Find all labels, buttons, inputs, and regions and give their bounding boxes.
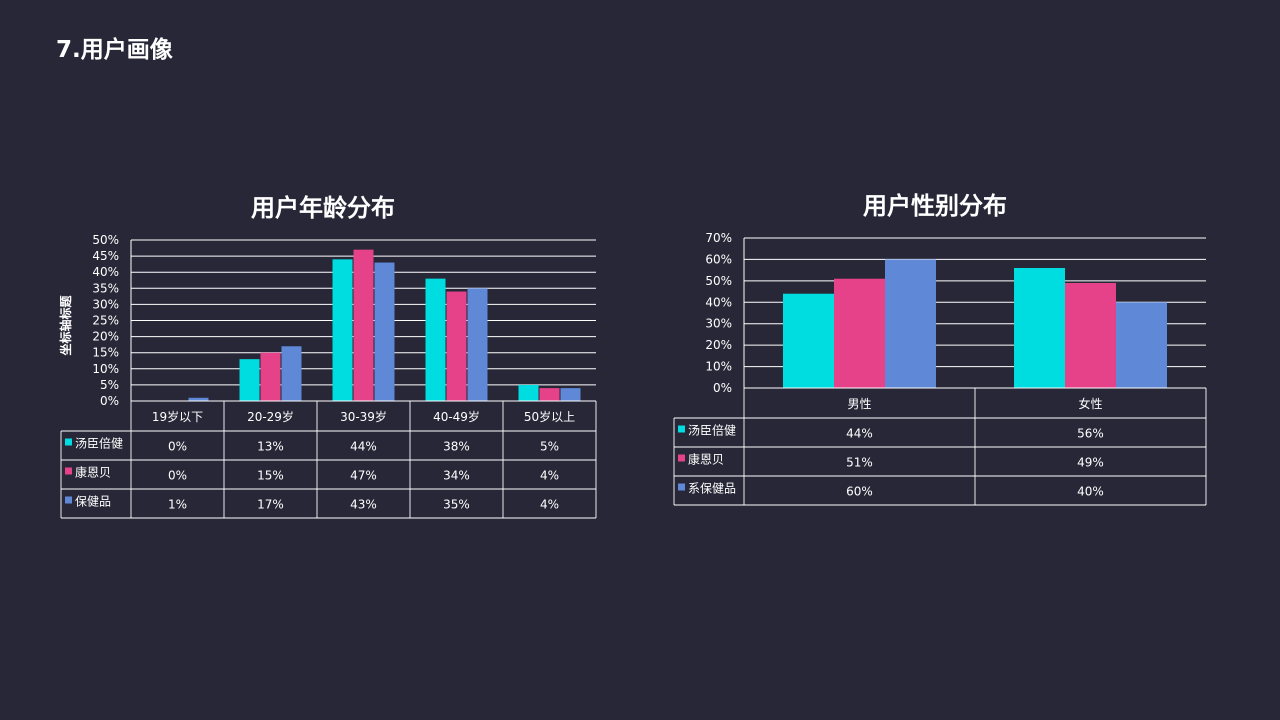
- gender-bar-3-1: [885, 259, 936, 388]
- gender-chart-title: 用户性别分布: [863, 192, 1007, 220]
- age-bar-2-4: [446, 291, 467, 401]
- age-y-tick-label: 50%: [92, 233, 119, 247]
- age-bar-3-3: [374, 262, 395, 401]
- age-y-axis-title: 坐标轴标题: [58, 295, 73, 356]
- age-legend-key-3: [65, 496, 72, 504]
- gender-y-tick-label: 40%: [705, 295, 732, 309]
- age-y-tick-label: 15%: [92, 346, 119, 360]
- age-category-label: 50岁以上: [524, 409, 575, 424]
- gender-category-label: 女性: [1078, 396, 1102, 411]
- age-category-label: 40-49岁: [433, 409, 480, 424]
- gender-data-label: 40%: [1077, 485, 1104, 499]
- age-data-label: 34%: [443, 469, 470, 483]
- age-data-label: 15%: [257, 469, 284, 483]
- gender-y-tick-label: 50%: [705, 274, 732, 288]
- age-chart-title: 用户年龄分布: [251, 194, 395, 222]
- gender-y-tick-label: 10%: [705, 360, 732, 374]
- age-series-name: 康恩贝: [75, 465, 111, 480]
- gender-bar-2-2: [1065, 283, 1116, 388]
- gender-series-name: 汤臣倍健: [688, 423, 736, 438]
- age-data-label: 1%: [168, 498, 187, 512]
- age-y-tick-label: 20%: [92, 330, 119, 344]
- gender-legend-key-1: [678, 425, 685, 433]
- gender-legend-key-2: [678, 454, 685, 462]
- age-data-label: 35%: [443, 498, 470, 512]
- age-data-label: 5%: [540, 440, 559, 454]
- gender-y-tick-label: 30%: [705, 317, 732, 331]
- age-legend-key-2: [65, 467, 72, 475]
- age-y-tick-label: 35%: [92, 281, 119, 295]
- gender-data-label: 49%: [1077, 456, 1104, 470]
- gender-y-tick-label: 20%: [705, 338, 732, 352]
- gender-legend-key-3: [678, 483, 685, 491]
- age-data-label: 4%: [540, 469, 559, 483]
- age-bar-3-1: [188, 397, 209, 401]
- age-data-label: 43%: [350, 498, 377, 512]
- age-series-name: 保健品: [75, 495, 111, 509]
- age-bar-3-2: [281, 346, 302, 401]
- age-category-label: 19岁以下: [152, 409, 203, 424]
- age-data-label: 17%: [257, 498, 284, 512]
- age-data-label: 44%: [350, 440, 377, 454]
- age-bar-3-4: [467, 288, 488, 401]
- age-data-label: 0%: [168, 440, 187, 454]
- age-data-label: 47%: [350, 469, 377, 483]
- age-data-label: 4%: [540, 498, 559, 512]
- age-bar-3-5: [560, 388, 581, 401]
- age-category-label: 30-39岁: [340, 409, 387, 424]
- gender-bar-1-1: [783, 293, 834, 388]
- age-y-tick-label: 0%: [100, 394, 119, 408]
- gender-series-name: 系保健品: [688, 482, 736, 496]
- gender-data-label: 44%: [846, 427, 873, 441]
- page-title: 7.用户画像: [56, 37, 173, 63]
- age-legend-key-1: [65, 438, 72, 446]
- age-bar-1-2: [239, 359, 260, 401]
- age-bar-1-3: [332, 259, 353, 401]
- gender-y-tick-label: 0%: [713, 381, 732, 395]
- age-bar-2-5: [539, 388, 560, 401]
- age-y-tick-label: 45%: [92, 249, 119, 263]
- age-y-tick-label: 30%: [92, 297, 119, 311]
- age-chart: 0% 5% 10% 15% 20% 25% 30% 35% 40% 45% 50% 坐标轴标题 19岁以…: [58, 233, 597, 519]
- age-y-tick-label: 5%: [100, 378, 119, 392]
- gender-category-label: 男性: [847, 397, 871, 411]
- age-data-label: 13%: [257, 440, 284, 454]
- gender-series-name: 康恩贝: [688, 452, 724, 467]
- age-y-tick-label: 25%: [92, 314, 119, 328]
- age-data-label: 0%: [168, 469, 187, 483]
- gender-bar-3-2: [1116, 302, 1167, 388]
- age-bar-1-5: [518, 384, 539, 401]
- gender-y-tick-label: 70%: [705, 231, 732, 245]
- age-bar-2-3: [353, 249, 374, 401]
- age-category-label: 20-29岁: [247, 409, 294, 424]
- age-y-tick-label: 10%: [92, 362, 119, 376]
- gender-data-label: 60%: [846, 485, 873, 499]
- age-bar-1-4: [425, 278, 446, 401]
- gender-bar-2-1: [834, 278, 885, 388]
- gender-bar-1-2: [1014, 268, 1065, 388]
- age-series-name: 汤臣倍健: [75, 436, 123, 451]
- age-bar-2-2: [260, 352, 281, 401]
- age-y-tick-label: 40%: [92, 265, 119, 279]
- gender-data-label: 56%: [1077, 427, 1104, 441]
- age-data-label: 38%: [443, 440, 470, 454]
- gender-data-label: 51%: [846, 456, 873, 470]
- gender-y-tick-label: 60%: [705, 252, 732, 266]
